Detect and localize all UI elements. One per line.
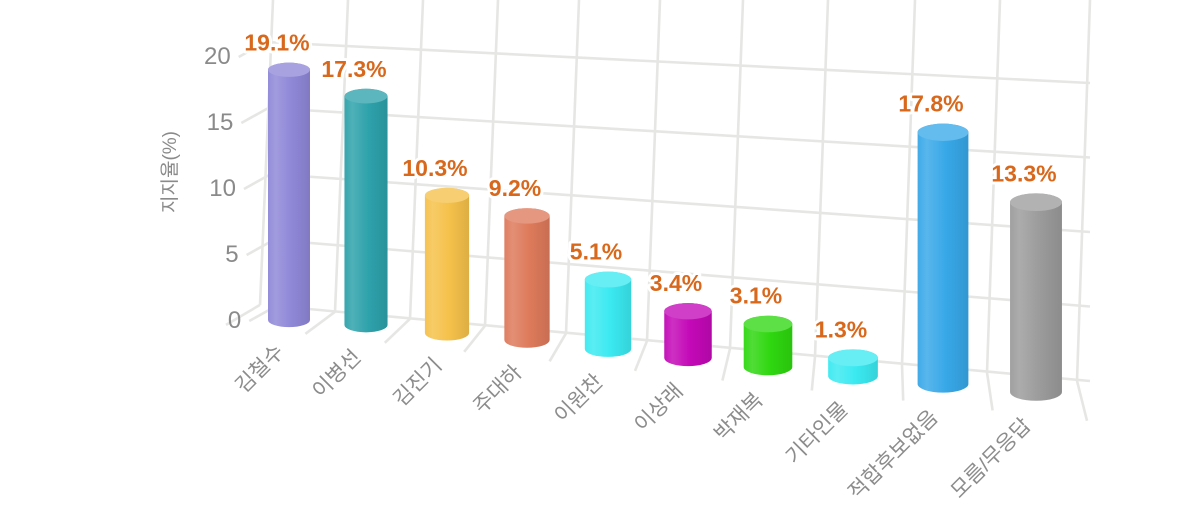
floor-separator-line: [225, 303, 261, 327]
bar-value-label: 19.1%: [244, 30, 309, 56]
grid-line-vertical: [813, 0, 830, 357]
grid-line-vertical: [258, 0, 275, 305]
bar-cylinder-top: [268, 62, 310, 77]
bar-cylinder: [828, 349, 878, 385]
bar-cylinder-body: [1010, 193, 1062, 401]
grid-line-vertical: [645, 0, 662, 341]
floor-separator-line: [1075, 380, 1089, 422]
x-category-label: 기타인물: [782, 398, 853, 469]
bar-cylinder: [268, 62, 310, 328]
floor-separator-line: [463, 324, 487, 353]
floor-separator-line: [721, 348, 732, 381]
bar-cylinder-top: [1010, 193, 1062, 212]
x-category-label: 이원찬: [550, 370, 607, 427]
grid-line-vertical: [900, 0, 917, 365]
bar-cylinder-body: [917, 123, 969, 393]
bar-cylinder: [917, 123, 969, 393]
bar-cylinder: [504, 208, 550, 348]
bar-cylinder: [743, 315, 793, 376]
bar-cylinder-body: [268, 62, 310, 328]
bar-cylinder: [424, 187, 470, 341]
bar-cylinder-top: [664, 303, 712, 320]
floor-separator-line: [810, 356, 817, 391]
grid-line-vertical: [333, 0, 350, 312]
y-axis-title: 지지율(%): [159, 131, 181, 213]
bar-cylinder-body: [584, 271, 632, 357]
grid-line-horizontal: [265, 40, 1091, 85]
bar-value-label: 9.2%: [489, 175, 541, 201]
bar-value-label: 17.8%: [898, 91, 963, 117]
y-tick-label: 5: [225, 241, 238, 268]
y-tick-connector: [243, 172, 272, 191]
x-category-label: 주대하: [469, 361, 526, 418]
bar-cylinder-top: [743, 315, 793, 333]
x-category-label: 김철수: [231, 340, 288, 397]
floor-separator-line: [383, 317, 411, 344]
x-category-label: 김진기: [389, 354, 446, 411]
bar-cylinder-top: [344, 88, 388, 104]
bar-cylinder-body: [344, 88, 388, 333]
y-tick-label: 20: [204, 43, 231, 70]
y-tick-label: 0: [228, 307, 241, 334]
bar-value-label: 17.3%: [321, 56, 386, 82]
floor-separator-line: [548, 332, 568, 362]
bar-value-label: 3.1%: [730, 283, 782, 309]
y-tick-connector: [238, 40, 267, 59]
y-tick-label: 10: [209, 175, 236, 202]
grid-line-vertical: [985, 0, 1002, 373]
bar-cylinder-top: [917, 123, 969, 141]
bar-value-label: 1.3%: [815, 316, 867, 342]
y-tick-label: 15: [207, 109, 234, 136]
y-tick-connector: [240, 106, 269, 125]
floor-separator-line: [900, 364, 905, 401]
floor-separator-line: [633, 340, 649, 372]
grid-line-vertical: [483, 0, 500, 326]
bar-cylinder-body: [504, 208, 550, 348]
bar-cylinder-top: [584, 271, 632, 288]
x-category-label: 모름/무응답: [947, 414, 1036, 503]
x-category-label: 박재복: [710, 389, 767, 446]
bar-cylinder-top: [504, 208, 550, 224]
bar-cylinder: [1010, 193, 1062, 401]
bar-cylinder-top: [424, 187, 470, 203]
x-category-label: 이상래: [630, 379, 687, 436]
grid-line-vertical: [728, 0, 745, 349]
bar-value-label: 10.3%: [402, 155, 467, 181]
bar-cylinder: [664, 303, 712, 367]
bar-cylinder-top: [828, 349, 878, 367]
grid-line-vertical: [1075, 0, 1092, 381]
bar-cylinder-body: [424, 187, 470, 341]
x-category-label: 이병선: [308, 346, 365, 403]
bar-cylinder-body: [664, 303, 712, 367]
x-category-label: 적합후보없음: [844, 406, 942, 504]
grid-line-vertical: [564, 0, 581, 334]
floor-separator-line: [304, 310, 336, 335]
bar-cylinder: [344, 88, 388, 333]
grid-line-vertical: [408, 0, 425, 319]
bar-value-label: 3.4%: [650, 270, 702, 296]
bar-value-label: 13.3%: [991, 160, 1056, 186]
floor-separator-line: [985, 372, 994, 411]
bar-cylinder: [584, 271, 632, 357]
bar-value-label: 5.1%: [570, 239, 622, 265]
